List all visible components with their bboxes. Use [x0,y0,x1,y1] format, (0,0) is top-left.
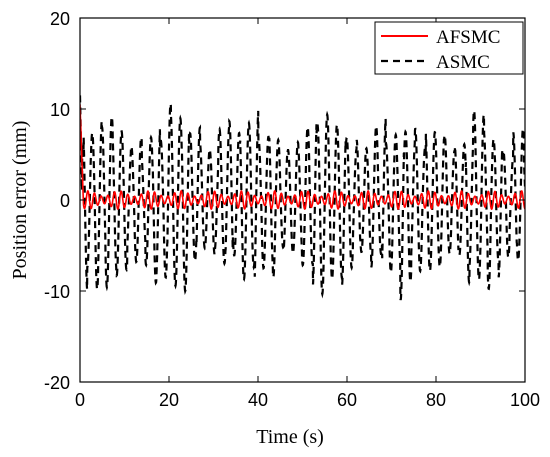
legend-afsmc-label: AFSMC [436,27,500,48]
series-afsmc-line [80,104,525,211]
x-axis-title: Time (s) [256,426,324,448]
x-tick-label: 60 [337,390,357,410]
x-tick-labels: 0 20 40 60 80 100 [75,390,540,410]
y-tick-label: 20 [50,9,70,29]
x-tick-label: 80 [426,390,446,410]
axis-ticks [79,17,526,383]
x-tick-label: 0 [75,390,85,410]
y-axis-title: Position error (mm) [9,121,31,280]
legend: AFSMC ASMC [374,21,524,75]
series-asmc-line [80,95,525,301]
x-tick-label: 40 [248,390,268,410]
x-tick-label: 20 [159,390,179,410]
series-layer [80,95,525,301]
y-tick-label: 10 [50,100,70,120]
y-tick-label: -10 [44,282,70,302]
legend-asmc-label: ASMC [436,52,490,73]
legend-box [374,21,524,75]
y-tick-label: -20 [44,373,70,393]
x-tick-label: 100 [510,390,540,410]
y-tick-label: 0 [60,191,70,211]
y-tick-labels: 20 10 0 -10 -20 [44,9,70,393]
